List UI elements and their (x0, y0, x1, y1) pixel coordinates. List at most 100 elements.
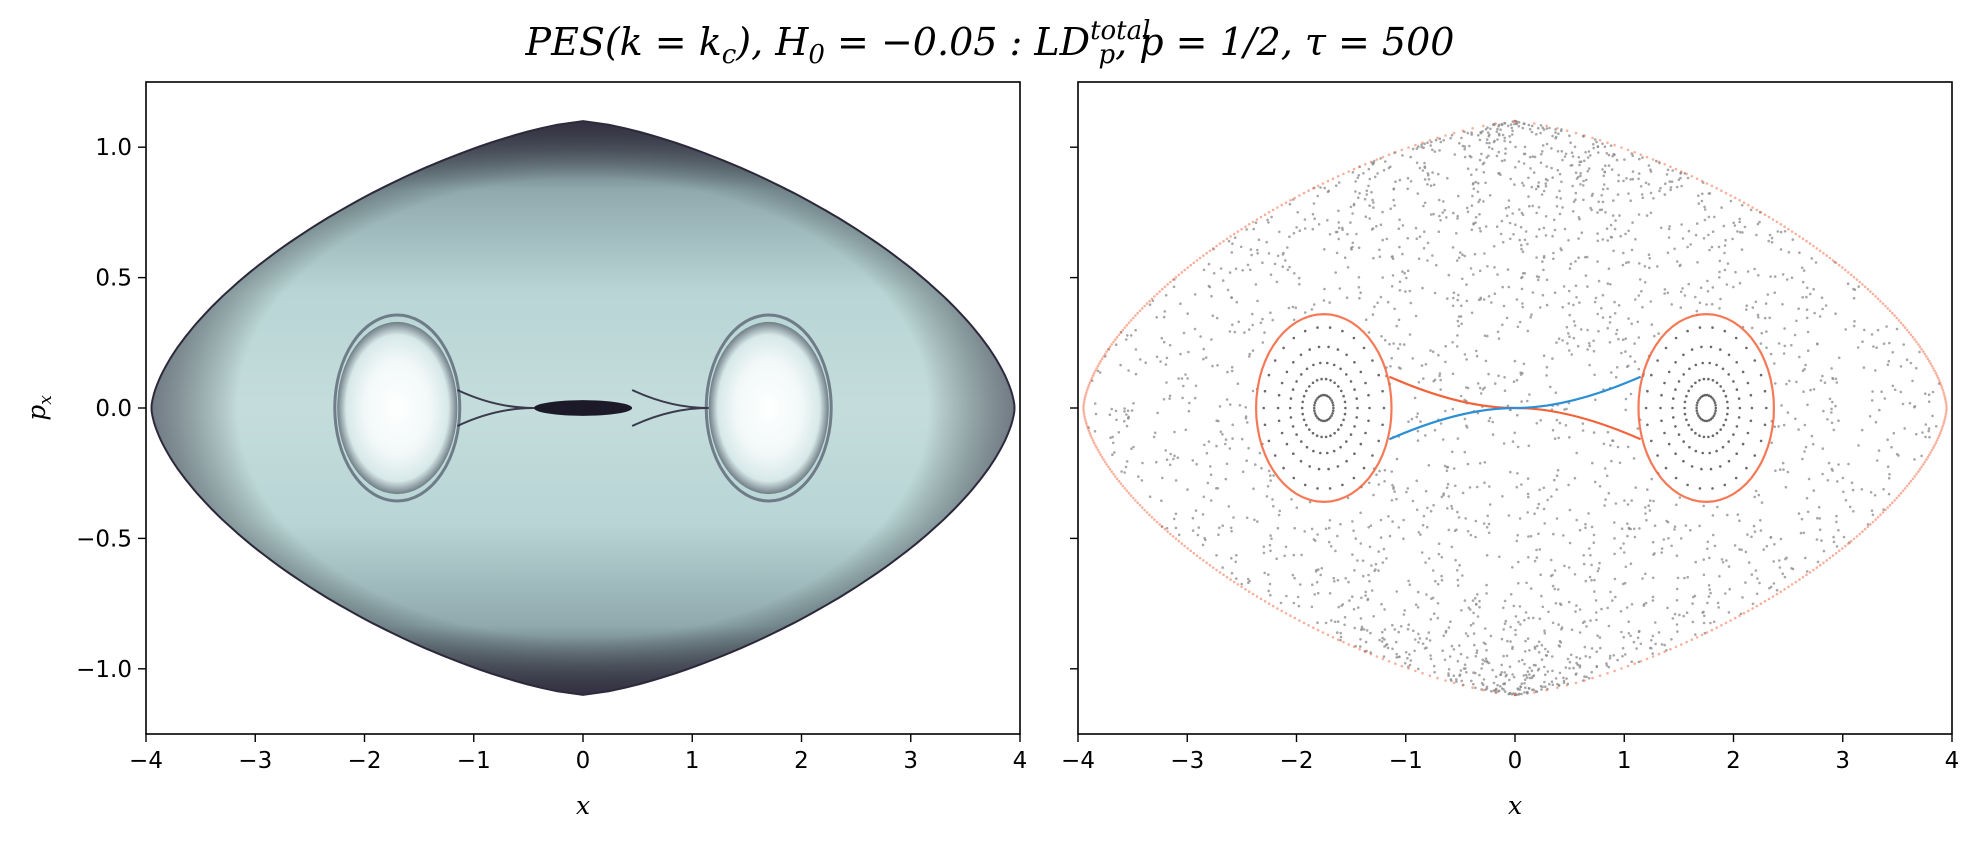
section-point (1481, 130, 1484, 133)
section-point (1708, 588, 1711, 591)
section-point (1513, 359, 1517, 363)
section-point (1738, 281, 1742, 285)
island-point (1317, 395, 1321, 399)
section-point (1402, 518, 1405, 522)
section-point (1500, 663, 1503, 667)
section-point (1456, 334, 1459, 337)
boundary-point (1837, 549, 1841, 553)
boundary-point (1125, 489, 1129, 493)
section-point (1360, 625, 1364, 629)
section-point (1591, 461, 1594, 465)
section-point (1533, 559, 1537, 563)
section-point (1503, 121, 1506, 125)
boundary-point (1812, 568, 1815, 572)
island-point (1300, 406, 1304, 410)
boundary-point (1828, 256, 1832, 260)
boundary-point (1775, 592, 1779, 596)
section-point (1520, 692, 1523, 696)
section-point (1416, 192, 1420, 195)
island-point (1667, 370, 1671, 374)
section-point (1803, 450, 1806, 453)
section-point (1664, 182, 1667, 185)
section-point (1265, 495, 1269, 498)
section-point (1256, 520, 1259, 523)
section-point (1161, 476, 1164, 480)
section-point (1527, 616, 1530, 620)
boundary-point (1114, 338, 1117, 341)
boundary-point (1852, 537, 1856, 541)
section-point (1612, 654, 1616, 657)
section-point (1530, 676, 1534, 680)
section-point (1573, 145, 1577, 149)
section-point (1257, 238, 1261, 241)
section-point (1165, 458, 1169, 462)
section-point (1533, 512, 1536, 515)
section-point (1370, 564, 1373, 567)
section-point (1370, 228, 1374, 231)
section-point (1429, 509, 1433, 513)
section-point (1758, 220, 1761, 224)
section-point (1470, 133, 1473, 136)
section-point (1212, 272, 1216, 275)
boundary-point (1680, 170, 1683, 173)
section-point (1604, 498, 1607, 501)
section-point (1713, 215, 1716, 219)
boundary-point (1108, 345, 1112, 349)
section-point (1457, 256, 1461, 260)
section-point (1616, 658, 1619, 662)
section-point (1650, 639, 1653, 642)
island-point (1288, 406, 1292, 410)
section-point (1187, 350, 1190, 354)
boundary-point (1428, 139, 1432, 142)
section-point (1756, 577, 1759, 580)
section-point (1852, 324, 1856, 328)
section-point (1367, 526, 1370, 529)
section-point (1568, 313, 1571, 317)
section-point (1286, 268, 1290, 272)
x-tick-label: −3 (238, 748, 272, 774)
section-point (1651, 540, 1655, 544)
boundary-point (1932, 446, 1935, 449)
boundary-point (1115, 477, 1119, 481)
boundary-point (1208, 563, 1212, 567)
boundary-point (1163, 527, 1167, 531)
section-point (1555, 517, 1559, 520)
section-point (1489, 634, 1493, 638)
boundary-point (1783, 225, 1786, 228)
section-point (1195, 462, 1198, 466)
section-point (1235, 577, 1238, 580)
boundary-point (1189, 549, 1193, 553)
boundary-point (1321, 631, 1325, 634)
section-point (1632, 640, 1636, 644)
boundary-point (1936, 376, 1940, 380)
section-point (1608, 321, 1612, 324)
x-tick-label: 4 (1945, 748, 1960, 774)
section-point (1505, 654, 1509, 658)
island-point (1282, 346, 1285, 350)
section-point (1336, 534, 1339, 538)
section-point (1398, 178, 1402, 182)
section-point (1269, 549, 1272, 553)
section-point (1822, 409, 1825, 413)
section-point (1670, 303, 1673, 306)
section-point (1476, 190, 1480, 193)
island-point (1333, 431, 1336, 435)
section-point (1632, 457, 1636, 460)
boundary-point (1083, 398, 1086, 401)
section-point (1313, 539, 1317, 542)
boundary-point (1790, 230, 1794, 233)
section-point (1425, 637, 1428, 640)
island-point (1737, 397, 1741, 400)
section-point (1642, 604, 1646, 607)
section-point (1590, 647, 1594, 650)
boundary-point (1240, 585, 1243, 589)
section-point (1554, 602, 1558, 605)
section-point (1411, 499, 1415, 503)
section-point (1234, 560, 1237, 564)
section-point (1609, 144, 1613, 147)
section-point (1516, 325, 1520, 329)
section-point (1368, 177, 1372, 181)
section-point (1563, 155, 1567, 158)
section-point (1604, 164, 1607, 167)
section-point (1526, 690, 1529, 694)
